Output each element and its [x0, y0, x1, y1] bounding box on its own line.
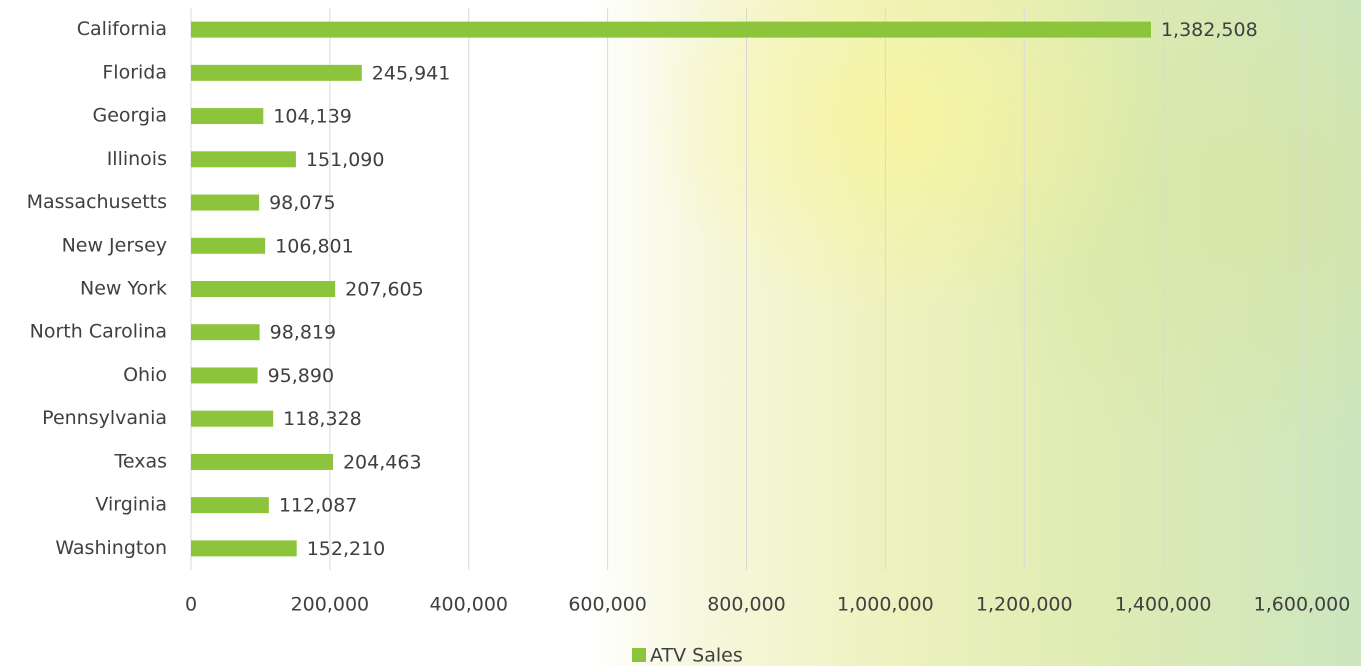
x-tick-label: 1,600,000 [1254, 594, 1351, 616]
data-label: 98,075 [269, 192, 335, 214]
x-tick-label: 1,000,000 [837, 594, 934, 616]
data-label: 151,090 [306, 149, 385, 171]
y-tick-label: Washington [55, 537, 167, 559]
y-tick-label: Texas [113, 450, 167, 472]
data-label: 112,087 [279, 495, 358, 517]
bar [191, 151, 296, 167]
data-label: 118,328 [283, 408, 362, 430]
data-label: 104,139 [273, 106, 352, 128]
bar [191, 540, 297, 556]
y-tick-label: Massachusetts [27, 191, 167, 213]
data-label: 106,801 [275, 235, 354, 257]
x-tick-label: 200,000 [291, 594, 370, 616]
bar [191, 108, 263, 124]
bar [191, 497, 269, 513]
data-label: 207,605 [345, 279, 424, 301]
bar [191, 65, 362, 81]
data-label: 245,941 [372, 62, 451, 84]
legend-label: ATV Sales [650, 645, 743, 666]
chart-background: 0 200,000 400,000 600,000 800,000 1,000,000 1,… [0, 0, 1361, 666]
y-tick-label: Virginia [95, 494, 167, 516]
chart: 0 200,000 400,000 600,000 800,000 1,000,000 1,… [0, 0, 1361, 666]
y-tick-label: Florida [102, 61, 167, 83]
bar [191, 367, 258, 383]
bar [191, 195, 259, 211]
y-tick-label: Georgia [93, 105, 168, 127]
x-tick-label: 1,200,000 [976, 594, 1073, 616]
x-tick-label: 0 [185, 594, 197, 616]
data-label: 98,819 [270, 322, 336, 344]
x-tick-label: 600,000 [568, 594, 647, 616]
legend-swatch [632, 648, 646, 662]
bar [191, 324, 260, 340]
x-tick-label: 800,000 [707, 594, 786, 616]
data-label: 95,890 [268, 365, 334, 387]
bar [191, 454, 333, 470]
bar [191, 411, 273, 427]
y-tick-label: Pennsylvania [42, 407, 167, 429]
x-tick-label: 400,000 [429, 594, 508, 616]
y-tick-label: New Jersey [62, 234, 167, 256]
data-label: 1,382,508 [1161, 19, 1258, 41]
bar [191, 281, 335, 297]
bar [191, 22, 1151, 38]
y-tick-label: New York [80, 278, 167, 300]
data-label: 204,463 [343, 451, 422, 473]
y-tick-label: California [77, 18, 167, 40]
data-label: 152,210 [307, 538, 386, 560]
y-tick-label: North Carolina [30, 321, 167, 343]
y-tick-label: Ohio [123, 364, 167, 386]
y-tick-label: Illinois [107, 148, 167, 170]
x-tick-label: 1,400,000 [1115, 594, 1212, 616]
bar [191, 238, 265, 254]
